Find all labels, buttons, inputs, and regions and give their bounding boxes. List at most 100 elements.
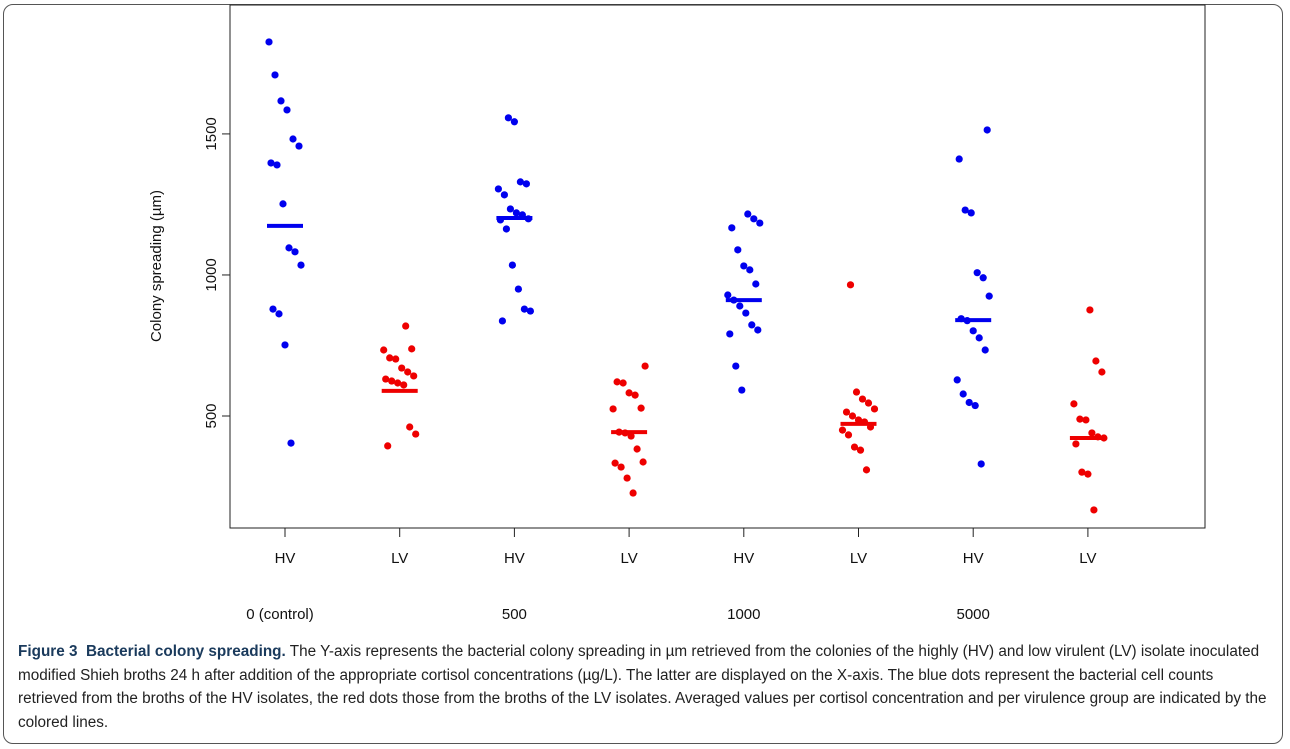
dot <box>281 341 289 349</box>
dot <box>1090 506 1098 514</box>
dot <box>959 390 967 398</box>
dot <box>289 135 297 143</box>
dot <box>625 389 633 397</box>
dot <box>752 280 760 288</box>
dot <box>394 379 402 387</box>
dot <box>611 459 619 467</box>
group-label: 5000 <box>957 606 990 623</box>
dot <box>728 224 736 232</box>
dot <box>400 381 408 389</box>
dot <box>1088 429 1096 437</box>
caption-title: Bacterial colony spreading. <box>86 643 286 660</box>
dot <box>494 185 502 193</box>
dot <box>522 180 531 188</box>
dot <box>271 71 279 79</box>
dot <box>754 326 762 334</box>
dot <box>269 305 277 313</box>
x-tick-label: LV <box>620 550 637 567</box>
dot <box>279 200 287 208</box>
x-tick-label: HV <box>963 550 984 567</box>
x-tick-label: HV <box>504 550 525 567</box>
dot <box>955 155 963 163</box>
y-tick-label: 1000 <box>203 258 220 291</box>
dot <box>985 292 993 300</box>
dot <box>386 354 394 362</box>
dot <box>627 432 635 440</box>
dot <box>520 305 529 313</box>
dot <box>971 401 979 410</box>
dot <box>609 405 617 413</box>
dot <box>1070 400 1078 408</box>
dot <box>1098 368 1106 376</box>
x-tick-label: LV <box>391 550 408 567</box>
dot <box>629 489 637 497</box>
dot <box>291 248 299 256</box>
dot <box>862 466 871 474</box>
dot <box>623 474 631 482</box>
dot <box>724 291 732 299</box>
dot <box>410 372 418 380</box>
dot <box>404 368 412 376</box>
chart: Colony spreading (µm) 500 1000 1500 HV LV HV L… <box>148 4 1206 623</box>
dot <box>619 379 627 387</box>
dot <box>734 246 742 254</box>
dot <box>858 395 867 403</box>
dot <box>975 334 983 342</box>
dot <box>277 97 285 105</box>
dot <box>740 262 748 270</box>
dot <box>526 307 535 315</box>
x-tick-label: HV <box>733 550 754 567</box>
dot <box>848 412 857 420</box>
dot <box>275 310 283 318</box>
group-label: 1000 <box>727 606 760 623</box>
dot <box>406 423 414 431</box>
dot <box>973 269 981 277</box>
y-axis-label: Colony spreading (µm) <box>148 190 165 342</box>
dot <box>1082 416 1090 424</box>
dot <box>856 446 865 454</box>
dot <box>969 327 977 335</box>
dot <box>844 431 853 439</box>
dot <box>412 430 420 438</box>
y-tick-label: 1500 <box>203 117 220 150</box>
dot <box>965 398 973 407</box>
y-tick-label: 500 <box>203 403 220 428</box>
x-tick-label: LV <box>850 550 867 567</box>
dot <box>514 285 523 293</box>
dot <box>977 460 985 468</box>
group-label: 500 <box>502 606 527 623</box>
dot <box>502 225 510 233</box>
plot-box <box>229 4 1206 529</box>
dot <box>967 209 975 217</box>
dot <box>398 364 406 372</box>
group-label: 0 (control) <box>246 606 314 623</box>
dot <box>864 399 873 407</box>
dot <box>384 442 392 450</box>
dot <box>736 302 744 310</box>
dot <box>870 405 879 413</box>
dot <box>981 346 989 354</box>
x-tick-label: LV <box>1079 550 1096 567</box>
dot <box>273 161 281 169</box>
dot <box>641 362 649 370</box>
dot <box>1078 468 1086 476</box>
dot <box>380 346 388 354</box>
dot <box>1076 415 1084 423</box>
dot <box>842 408 851 416</box>
dot <box>506 205 514 213</box>
dot <box>617 463 625 471</box>
dot <box>744 210 752 218</box>
dot <box>979 274 987 282</box>
dot <box>852 388 861 396</box>
dot <box>402 322 410 330</box>
dot <box>613 378 621 386</box>
dot <box>498 317 506 325</box>
dot <box>287 439 295 447</box>
dot <box>1084 470 1092 478</box>
dot <box>500 191 508 199</box>
dot <box>283 106 291 114</box>
dot <box>285 244 293 252</box>
dot <box>297 261 305 269</box>
dot <box>838 426 847 434</box>
